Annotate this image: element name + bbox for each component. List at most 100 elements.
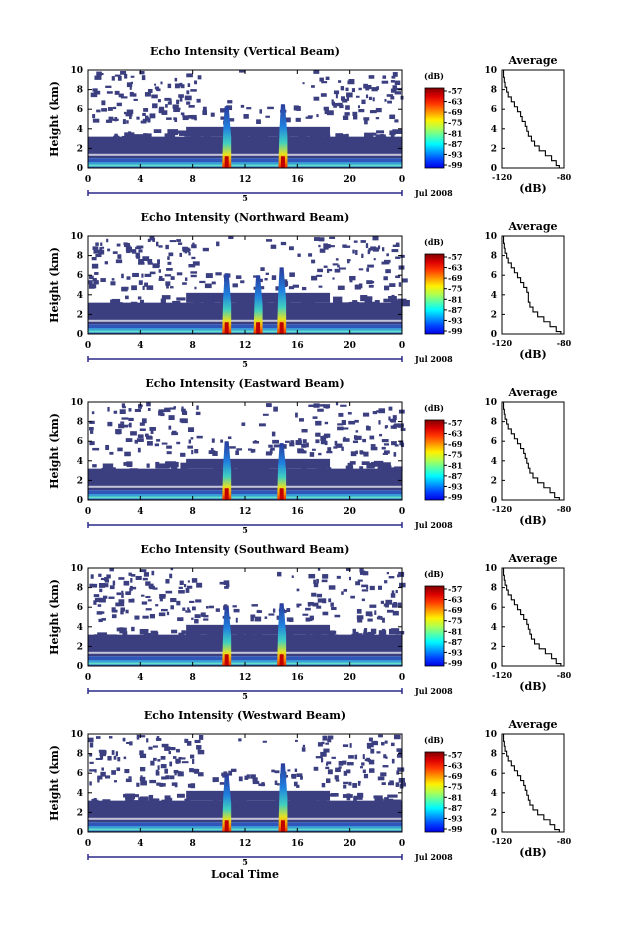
echo-speck [257, 131, 263, 139]
echo-speck [112, 251, 118, 254]
echo-speck [391, 249, 399, 253]
echo-speck [307, 601, 314, 606]
x-tick-label: 20 [343, 839, 356, 849]
echo-speck [134, 439, 138, 444]
echo-speck [346, 259, 351, 262]
x-tick-label: 16 [291, 341, 304, 351]
echo-speck [254, 616, 262, 622]
echo-speck [337, 423, 344, 426]
x-tick-label: 12 [239, 839, 252, 849]
echo-speck [313, 766, 319, 771]
echo-gap [88, 817, 402, 820]
echo-speck [187, 83, 191, 88]
echo-speck [240, 280, 245, 284]
echo-speck [365, 611, 373, 617]
colorbar [424, 419, 445, 501]
echo-speck [138, 280, 143, 285]
echo-speck [121, 590, 124, 594]
echo-speck [355, 450, 358, 455]
echo-speck [117, 602, 125, 607]
echo-speck [295, 440, 302, 446]
echo-speck [374, 299, 380, 305]
echo-speck [101, 246, 105, 249]
echo-speck [194, 739, 201, 744]
echo-speck [155, 241, 159, 247]
echo-speck [180, 452, 186, 457]
echo-speck [387, 798, 394, 804]
echo-speck [142, 118, 148, 122]
echo-speck [157, 759, 161, 762]
echo-speck [169, 286, 174, 289]
echo-speck [164, 795, 171, 803]
echo-speck [307, 115, 313, 118]
echo-speck [140, 120, 147, 124]
echo-speck [198, 734, 204, 740]
echo-speck [154, 443, 160, 447]
echo-speck [336, 575, 341, 579]
echo-speck [302, 135, 307, 142]
echo-speck [387, 465, 392, 472]
y-tick-label: 8 [77, 750, 83, 760]
echo-speck [348, 420, 356, 425]
echo-speck [300, 800, 308, 805]
echo-speck [177, 242, 183, 245]
echo-speck [361, 589, 369, 592]
echo-speck [289, 246, 294, 251]
echo-speck [196, 435, 203, 439]
echo-speck [272, 439, 279, 444]
colorbar-tick-label: -93 [448, 149, 463, 159]
echo-speck [380, 616, 383, 620]
echo-speck [364, 299, 373, 306]
echo-speck [116, 592, 121, 596]
echo-speck [365, 243, 369, 249]
echo-speck [166, 464, 174, 468]
echo-speck [354, 284, 361, 290]
echo-speck [315, 439, 320, 444]
echo-speck [245, 295, 256, 301]
echo-speck [323, 106, 329, 111]
echo-speck [398, 571, 405, 577]
echo-speck [130, 431, 137, 436]
echo-speck [308, 404, 315, 407]
echo-speck [285, 129, 291, 134]
y-tick-label: 2 [77, 144, 83, 154]
heatmap [88, 236, 410, 334]
echo-layer-hump [186, 790, 331, 801]
date-label: Jul 2008 [414, 520, 453, 530]
echo-speck [258, 465, 269, 471]
echo-speck [168, 425, 172, 430]
echo-speck [316, 578, 319, 584]
echo-speck [324, 440, 328, 446]
echo-speck [182, 112, 185, 117]
echo-speck [130, 75, 135, 78]
echo-speck [136, 255, 141, 259]
echo-speck [331, 606, 337, 611]
echo-speck [173, 117, 176, 121]
echo-speck [98, 573, 102, 577]
echo-speck [365, 94, 369, 99]
avg-x-tick-label: -80 [557, 338, 572, 348]
echo-speck [377, 615, 381, 620]
echo-speck [367, 618, 373, 622]
echo-speck [313, 96, 320, 101]
plume-core [224, 654, 229, 666]
date-label: Jul 2008 [414, 354, 453, 364]
echo-speck [165, 104, 168, 108]
echo-speck [159, 106, 165, 111]
echo-speck [105, 445, 110, 450]
day-label: 5 [242, 525, 248, 535]
echo-speck [89, 781, 92, 786]
echo-speck [174, 83, 180, 89]
colorbar-unit: (dB) [424, 237, 444, 247]
echo-speck [139, 629, 149, 635]
echo-speck [392, 85, 398, 90]
echo-speck [179, 252, 183, 257]
echo-speck [382, 765, 389, 768]
echo-speck [229, 799, 237, 807]
echo-speck [345, 87, 349, 92]
echo-speck [174, 771, 177, 776]
x-tick-label: 0 [399, 341, 405, 351]
echo-speck [110, 281, 116, 286]
echo-speck [302, 744, 306, 747]
echo-speck [321, 757, 324, 763]
